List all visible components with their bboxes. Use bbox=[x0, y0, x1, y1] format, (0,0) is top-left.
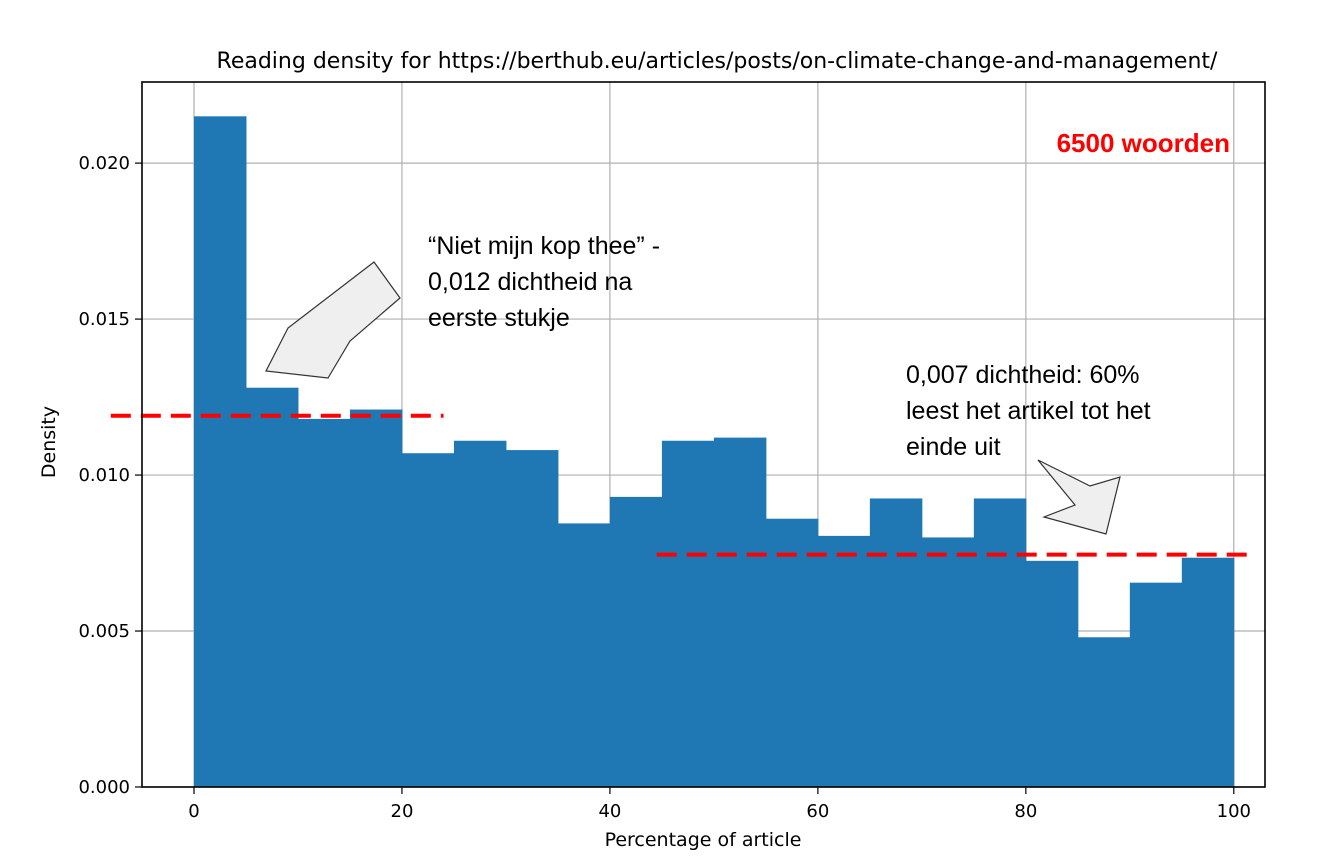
left-note-line-2: 0,012 dichtheid na bbox=[428, 268, 632, 296]
x-tick-label: 60 bbox=[806, 801, 829, 822]
histogram-bars bbox=[193, 116, 1235, 788]
y-tick-label: 0.005 bbox=[78, 621, 130, 642]
y-axis-label: Density bbox=[38, 406, 60, 478]
histogram-bar bbox=[1129, 582, 1183, 787]
histogram-bar bbox=[661, 440, 715, 787]
axes bbox=[141, 81, 1266, 788]
right-note-annotation: 0,007 dichtheid: 60% leest het artikel t… bbox=[906, 361, 1158, 461]
chart-title: Reading density for https://berthub.eu/a… bbox=[217, 49, 1219, 74]
histogram-bar bbox=[453, 440, 507, 787]
arrow-right-annotation bbox=[1037, 459, 1121, 535]
arrow-left-annotation bbox=[265, 261, 401, 379]
histogram-bar bbox=[401, 453, 455, 787]
histogram-bar bbox=[297, 418, 351, 787]
histogram-bar bbox=[193, 116, 247, 788]
x-tick-label: 0 bbox=[188, 801, 199, 822]
right-note-line-1: 0,007 dichtheid: 60% bbox=[906, 361, 1140, 389]
right-note-line-2: leest het artikel tot het bbox=[906, 397, 1151, 425]
histogram-bar bbox=[1181, 557, 1235, 787]
x-tick-label: 100 bbox=[1217, 801, 1251, 822]
right-note-line-3: einde uit bbox=[906, 433, 1001, 461]
plot-frame bbox=[141, 81, 1266, 788]
y-tick-label: 0.015 bbox=[78, 309, 130, 330]
histogram-bar bbox=[245, 387, 299, 787]
histogram-bar bbox=[1077, 637, 1131, 787]
histogram-bar bbox=[505, 450, 559, 787]
histogram-bar bbox=[765, 518, 819, 787]
left-note-annotation: “Niet mijn kop thee” - 0,012 dichtheid n… bbox=[428, 232, 667, 332]
reference-lines bbox=[110, 413, 1255, 557]
x-tick-label: 20 bbox=[391, 801, 414, 822]
x-tick-label: 40 bbox=[598, 801, 621, 822]
word-count-annotation: 6500 woorden bbox=[1057, 128, 1230, 158]
y-tick-label: 0.010 bbox=[78, 465, 130, 486]
x-axis-label: Percentage of article bbox=[605, 829, 802, 851]
x-axis-ticks: 0 20 40 60 80 100 bbox=[188, 787, 1251, 822]
histogram-bar bbox=[713, 437, 767, 787]
histogram-bar bbox=[609, 496, 663, 787]
histogram-bar bbox=[973, 498, 1027, 787]
histogram-bar bbox=[921, 537, 975, 787]
histogram-bar bbox=[869, 498, 923, 787]
left-note-line-1: “Niet mijn kop thee” - bbox=[428, 232, 660, 260]
left-note-line-3: eerste stukje bbox=[428, 304, 570, 332]
histogram-bar bbox=[817, 535, 871, 787]
histogram-bar bbox=[349, 409, 403, 787]
y-axis-ticks: 0.000 0.005 0.010 0.015 0.020 bbox=[78, 153, 142, 798]
y-tick-label: 0.020 bbox=[78, 153, 130, 174]
histogram-bar bbox=[1025, 560, 1079, 787]
x-tick-label: 80 bbox=[1014, 801, 1037, 822]
histogram-bar bbox=[557, 523, 611, 787]
y-tick-label: 0.000 bbox=[78, 777, 130, 798]
